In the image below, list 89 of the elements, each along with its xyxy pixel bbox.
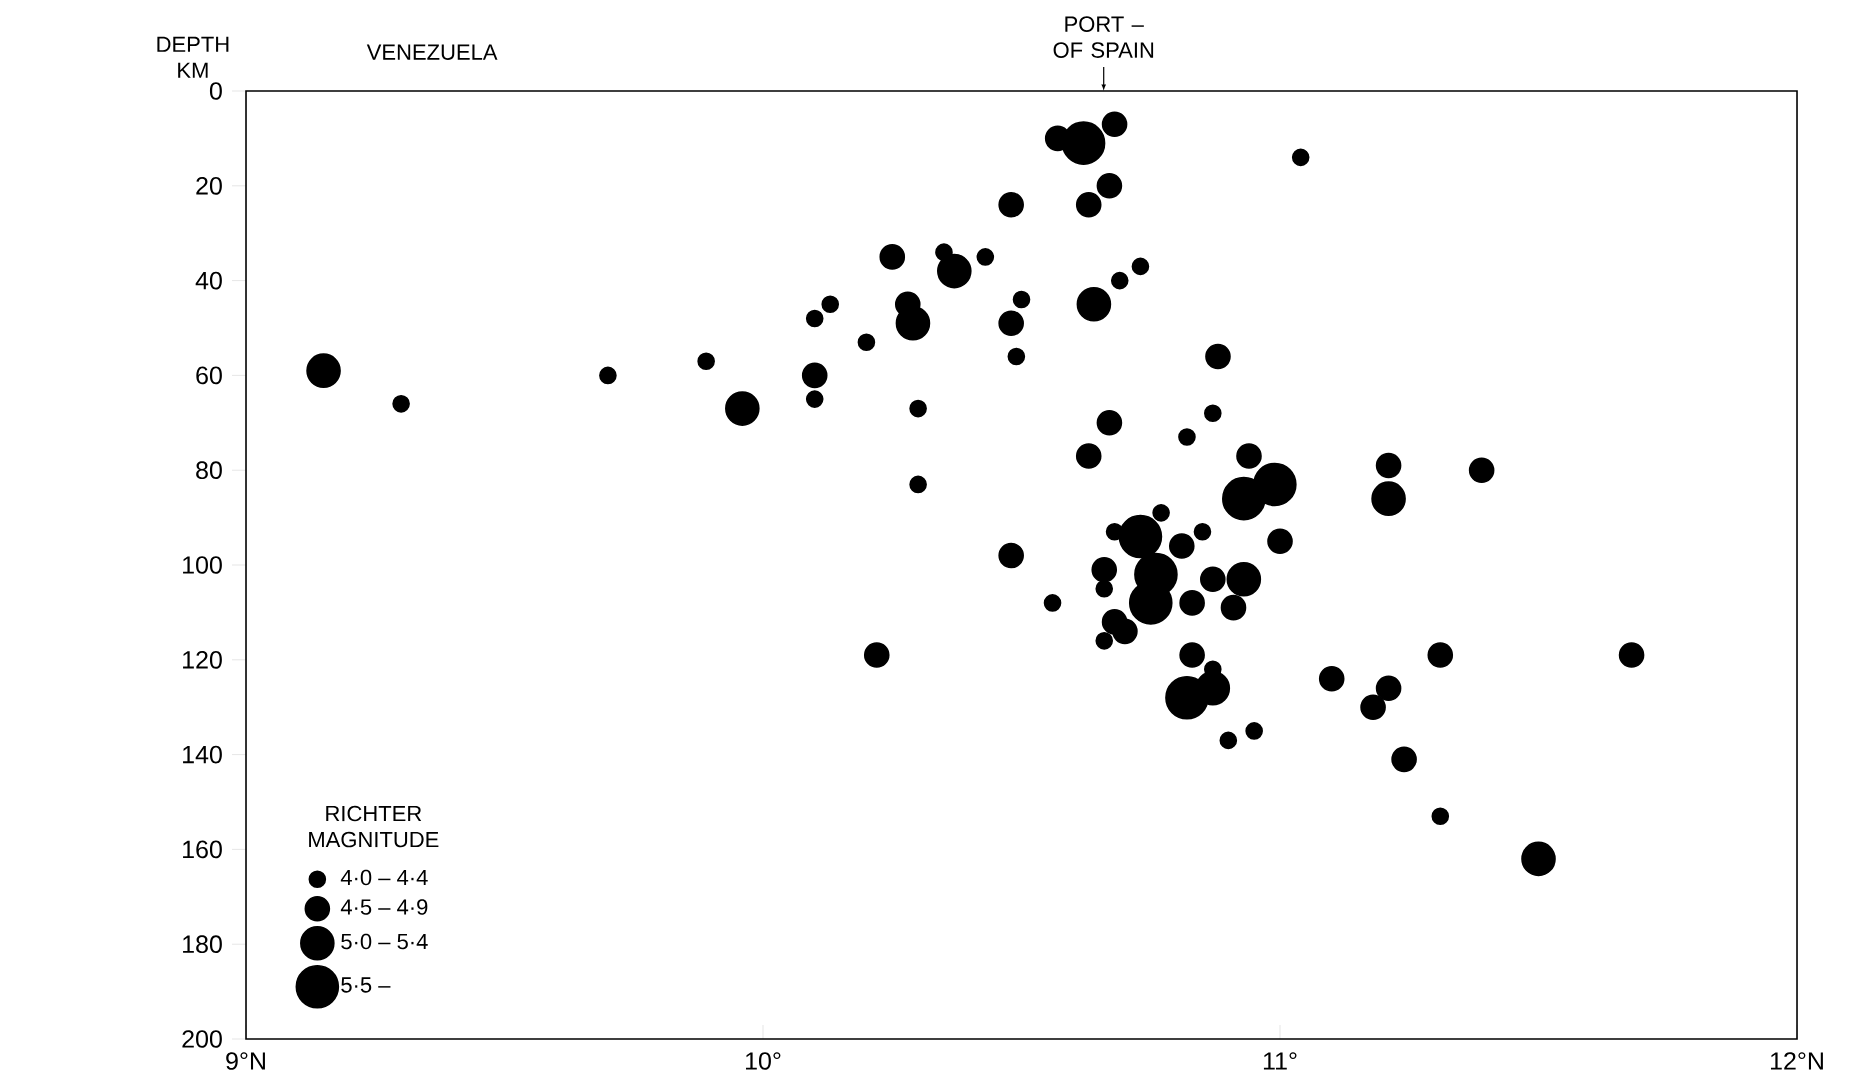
point (1245, 722, 1263, 740)
point (1095, 579, 1114, 598)
point (1291, 148, 1310, 167)
point (805, 309, 824, 328)
point (1431, 807, 1450, 825)
point (1061, 121, 1106, 165)
point (1076, 286, 1112, 322)
point (599, 366, 617, 385)
legend-label: 5·0 – 5·4 (341, 933, 428, 950)
point (1226, 561, 1262, 597)
point (1371, 481, 1406, 516)
point (1165, 675, 1209, 720)
point (998, 542, 1024, 569)
point (1318, 665, 1345, 692)
text: VENEZUELA (366, 44, 498, 60)
point (863, 642, 890, 668)
y-tick-label: 120 (183, 650, 222, 669)
point (1118, 514, 1163, 559)
point (1152, 503, 1170, 522)
point (857, 333, 876, 351)
legend-title: RICHTER MAGNITUDE (309, 805, 439, 848)
point (1236, 443, 1262, 469)
point (1253, 462, 1297, 507)
point (805, 390, 824, 408)
y-tick-label: 200 (182, 1030, 222, 1048)
point (1096, 409, 1123, 436)
point (1179, 642, 1205, 668)
legend-label: 4·0 – 4·4 (340, 869, 428, 886)
x-tick-label: 12°N (1770, 1052, 1823, 1070)
point (1220, 594, 1247, 621)
point (998, 191, 1024, 218)
point (895, 305, 931, 341)
point (1112, 618, 1138, 645)
point (1219, 731, 1238, 750)
y-axis-title: DEPTH KM (157, 36, 229, 78)
point (1178, 428, 1196, 446)
point (1110, 271, 1129, 290)
legend-label: 5·5 – (341, 977, 391, 993)
point (1205, 343, 1231, 370)
point (937, 253, 972, 289)
point (1012, 290, 1031, 309)
point (1007, 347, 1026, 366)
point (1468, 457, 1495, 483)
point (1200, 566, 1226, 592)
point (1091, 556, 1118, 583)
point (1618, 642, 1645, 668)
x-tick-label: 11° (1263, 1052, 1297, 1070)
point (1193, 522, 1212, 541)
point (1204, 404, 1222, 423)
y-tick-label: 60 (196, 366, 222, 385)
y-tick-label: 100 (183, 556, 222, 574)
x-tick-label: 9°N (226, 1052, 265, 1070)
x-tick-label: 10° (746, 1052, 781, 1070)
point (976, 248, 995, 266)
point (1375, 675, 1402, 701)
point (879, 244, 906, 270)
point (1267, 528, 1293, 555)
y-tick-label: 180 (183, 935, 222, 953)
point (1521, 841, 1556, 877)
y-tick-label: 140 (183, 745, 222, 764)
y-tick-label: 160 (183, 840, 222, 859)
point (1096, 172, 1123, 199)
point (697, 352, 715, 370)
legend-label: 4·5 – 4·9 (340, 899, 428, 915)
point (1043, 594, 1062, 612)
point (725, 391, 760, 426)
point (1391, 746, 1417, 773)
point (1179, 590, 1205, 616)
point (1075, 443, 1102, 469)
point (909, 475, 927, 494)
y-tick-label: 20 (196, 176, 222, 195)
point (1075, 191, 1102, 218)
point (909, 399, 927, 418)
text: PORT – OF SPAIN (1053, 16, 1154, 58)
point (821, 295, 840, 314)
point (306, 353, 341, 388)
point (1427, 642, 1454, 668)
y-tick-label: 40 (195, 271, 222, 290)
point (392, 394, 410, 413)
point (1131, 257, 1150, 276)
y-tick-label: 0 (209, 82, 222, 100)
point (1375, 452, 1402, 479)
point (1095, 631, 1114, 650)
point (1360, 694, 1386, 720)
point (1168, 533, 1195, 559)
point (998, 310, 1024, 336)
point (801, 362, 828, 389)
y-tick-label: 80 (196, 461, 222, 479)
point (1101, 111, 1128, 137)
